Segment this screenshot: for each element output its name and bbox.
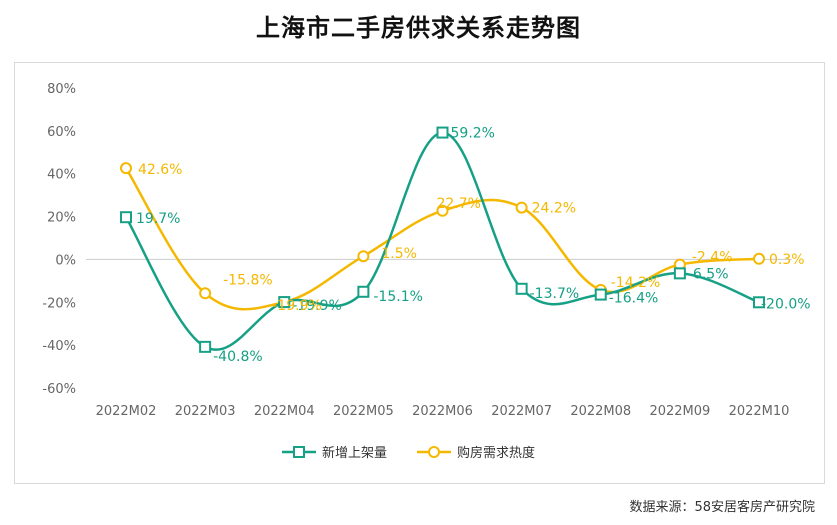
chart-title: 上海市二手房供求关系走势图 xyxy=(256,14,581,42)
x-tick-label: 2022M09 xyxy=(649,404,710,419)
data-label: -19.9% xyxy=(292,298,342,314)
y-tick-label: 0% xyxy=(55,253,76,268)
demand-data-labels: 42.6% -15.8% -19.9% 1.5% 22.7% 24.2% -14.2% -2.… xyxy=(138,162,805,314)
data-point xyxy=(753,252,765,265)
legend: 新增上架量 购房需求热度 xyxy=(282,445,535,461)
data-point xyxy=(515,282,528,295)
data-label: 24.2% xyxy=(532,201,576,217)
data-point xyxy=(594,288,607,301)
data-point xyxy=(357,250,370,263)
data-point xyxy=(753,296,765,309)
data-label: -2.4% xyxy=(692,250,733,266)
listing-data-labels: 19.7% -40.8% -19.9% -15.1% 59.2% -13.7% -16.4%… xyxy=(136,126,811,365)
y-tick-label: -40% xyxy=(42,339,76,354)
series-line xyxy=(124,167,760,311)
data-point xyxy=(199,340,212,353)
x-tick-label: 2022M04 xyxy=(254,404,315,419)
series-layer: 19.7% -40.8% -19.9% -15.1% 59.2% -13.7% -16.4%… xyxy=(120,126,811,365)
y-tick-label: 40% xyxy=(47,168,76,183)
data-label: 42.6% xyxy=(138,162,182,178)
data-source: 数据来源：58安居客房产研究院 xyxy=(629,500,815,515)
legend-marker-circle xyxy=(428,446,440,458)
data-label: -13.7% xyxy=(530,286,580,302)
series-listing xyxy=(120,126,765,353)
data-label: 22.7% xyxy=(437,196,481,212)
x-axis-ticks: 2022M02 2022M03 2022M04 2022M05 2022M06 2022M… xyxy=(96,404,790,419)
x-tick-label: 2022M03 xyxy=(175,404,236,419)
series-demand xyxy=(120,162,765,311)
x-tick-label: 2022M06 xyxy=(412,404,473,419)
x-tick-label: 2022M02 xyxy=(96,404,157,419)
data-label: 0.3% xyxy=(769,252,805,268)
data-label: 59.2% xyxy=(451,126,495,142)
data-point xyxy=(278,296,291,309)
data-label: 19.7% xyxy=(136,211,180,227)
y-tick-label: -60% xyxy=(42,382,76,397)
legend-label: 新增上架量 xyxy=(322,445,387,461)
y-tick-label: 60% xyxy=(47,125,76,140)
legend-marker-square xyxy=(293,446,305,458)
data-label: -40.8% xyxy=(213,349,263,365)
data-label: -14.2% xyxy=(611,275,661,291)
chart-frame xyxy=(14,62,825,484)
data-label: -6.5% xyxy=(688,266,729,282)
data-label: 1.5% xyxy=(381,246,417,262)
data-point xyxy=(120,211,132,224)
data-point xyxy=(357,285,370,298)
data-point xyxy=(436,126,449,139)
y-tick-label: -20% xyxy=(42,296,76,311)
data-label: -15.1% xyxy=(373,289,423,305)
data-label: -16.4% xyxy=(609,291,659,307)
legend-item-demand: 购房需求热度 xyxy=(417,445,535,461)
data-point xyxy=(199,287,212,300)
x-tick-label: 2022M07 xyxy=(491,404,552,419)
data-label: -15.8% xyxy=(223,272,273,288)
y-axis-ticks: 80% 60% 40% 20% 0% -20% -40% -60% xyxy=(42,82,76,397)
legend-item-listing: 新增上架量 xyxy=(282,445,387,461)
legend-label: 购房需求热度 xyxy=(457,445,535,461)
y-tick-label: 80% xyxy=(47,82,76,97)
data-label: -19.9% xyxy=(272,298,322,314)
y-tick-label: 20% xyxy=(47,211,76,226)
data-label: -20.0% xyxy=(761,296,811,312)
series-line xyxy=(124,131,760,351)
data-point xyxy=(673,267,686,280)
x-tick-label: 2022M05 xyxy=(333,404,394,419)
data-point xyxy=(515,201,528,214)
x-tick-label: 2022M10 xyxy=(729,404,790,419)
data-point xyxy=(120,162,132,175)
x-tick-label: 2022M08 xyxy=(570,404,631,419)
data-point xyxy=(436,204,449,217)
